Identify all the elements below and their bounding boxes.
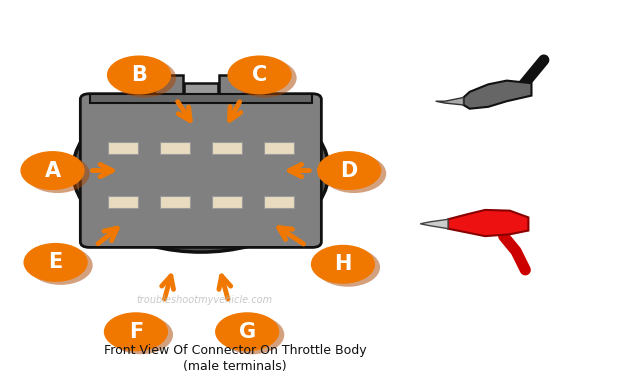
- Bar: [160, 196, 190, 208]
- Text: Front View Of Connector On Throttle Body: Front View Of Connector On Throttle Body: [104, 344, 366, 357]
- Bar: [212, 142, 242, 154]
- Circle shape: [28, 246, 93, 285]
- Circle shape: [316, 248, 380, 287]
- Circle shape: [112, 58, 176, 98]
- Circle shape: [227, 56, 292, 94]
- Circle shape: [20, 151, 85, 190]
- Ellipse shape: [82, 94, 320, 246]
- Bar: [108, 142, 138, 154]
- Polygon shape: [464, 81, 531, 109]
- Circle shape: [232, 58, 297, 98]
- Circle shape: [220, 315, 284, 354]
- Text: H: H: [334, 254, 352, 274]
- Text: F: F: [129, 322, 143, 342]
- Text: B: B: [131, 65, 147, 85]
- Circle shape: [322, 154, 386, 193]
- Polygon shape: [436, 98, 464, 105]
- Circle shape: [107, 56, 171, 94]
- Text: D: D: [341, 160, 358, 180]
- Circle shape: [311, 245, 375, 284]
- Text: (male terminals): (male terminals): [183, 360, 287, 373]
- Bar: [264, 196, 294, 208]
- Text: E: E: [48, 252, 63, 272]
- Bar: [212, 196, 242, 208]
- FancyBboxPatch shape: [80, 94, 321, 248]
- FancyBboxPatch shape: [154, 75, 183, 101]
- Circle shape: [104, 312, 168, 351]
- FancyBboxPatch shape: [219, 75, 248, 101]
- Text: G: G: [239, 322, 256, 342]
- FancyBboxPatch shape: [90, 94, 312, 103]
- Polygon shape: [420, 219, 448, 229]
- Bar: [108, 196, 138, 208]
- Text: A: A: [44, 160, 61, 180]
- Polygon shape: [448, 210, 528, 236]
- Ellipse shape: [73, 89, 329, 252]
- Circle shape: [215, 312, 279, 351]
- Circle shape: [317, 151, 381, 190]
- Text: troubleshootmyvehicle.com: troubleshootmyvehicle.com: [136, 295, 272, 305]
- Circle shape: [25, 154, 90, 193]
- Bar: [264, 142, 294, 154]
- Circle shape: [109, 315, 173, 354]
- FancyBboxPatch shape: [184, 83, 218, 101]
- Text: C: C: [252, 65, 267, 85]
- Bar: [160, 142, 190, 154]
- Circle shape: [23, 243, 88, 282]
